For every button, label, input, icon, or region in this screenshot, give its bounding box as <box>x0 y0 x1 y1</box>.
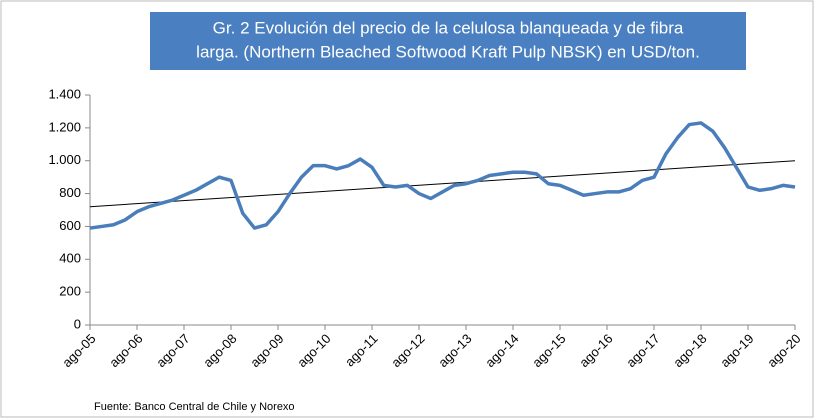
title-box <box>150 12 746 70</box>
y-tick-label: 600 <box>59 218 81 233</box>
y-tick-label: 1.200 <box>48 119 81 134</box>
trend-line <box>89 160 796 208</box>
y-tick-label: 0 <box>74 316 81 331</box>
chart-title: Gr. 2 Evolución del precio de la celulos… <box>213 18 684 37</box>
chart-title: larga. (Northern Bleached Softwood Kraft… <box>196 42 700 61</box>
price-line <box>89 121 796 230</box>
y-tick-label: 1.000 <box>48 152 81 167</box>
source-note: Fuente: Banco Central de Chile y Norexo <box>94 401 295 413</box>
y-tick-label: 1.400 <box>48 86 81 101</box>
y-tick-label: 400 <box>59 251 81 266</box>
y-tick-label: 200 <box>59 284 81 299</box>
y-tick-label: 800 <box>59 185 81 200</box>
